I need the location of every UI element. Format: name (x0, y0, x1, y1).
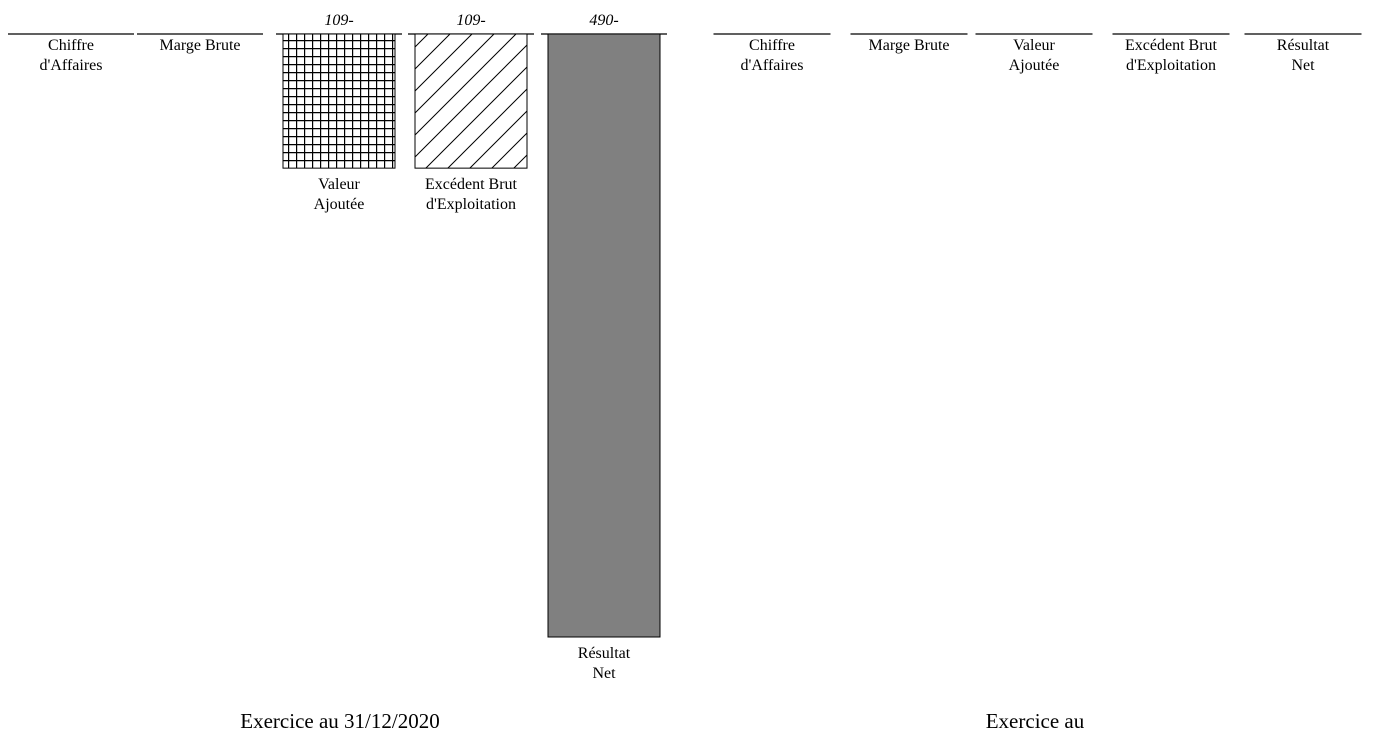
chart-left-caption: Exercice au 31/12/2020 (240, 709, 439, 733)
bar (547, 33, 661, 638)
category-label: Résultat (578, 645, 631, 662)
bar (414, 33, 528, 169)
category-label: Ajoutée (314, 196, 365, 213)
category-label: Chiffre (749, 37, 795, 54)
chart-right-caption: Exercice au (986, 709, 1085, 733)
category-label: d'Exploitation (426, 196, 516, 213)
category-label: Résultat (1277, 37, 1330, 54)
category-label: Marge Brute (159, 37, 240, 54)
category-label: Valeur (318, 176, 360, 193)
bar (282, 33, 396, 169)
chart-left: Chiffre d'Affaires Marge Brute 109- Valeur Aj… (8, 12, 667, 682)
category-label: Valeur (1013, 37, 1055, 54)
category-label: Excédent Brut (425, 176, 518, 193)
category-label: Marge Brute (868, 37, 949, 54)
category-label: d'Exploitation (1126, 57, 1216, 74)
category-label: Ajoutée (1009, 57, 1060, 74)
data-label: 109- (456, 12, 485, 29)
category-label: Excédent Brut (1125, 37, 1218, 54)
category-label: Net (592, 665, 616, 682)
category-label: Chiffre (48, 37, 94, 54)
data-label: 109- (324, 12, 353, 29)
category-label: d'Affaires (740, 57, 803, 74)
chart-right: Chiffre d'Affaires Marge Brute Valeur Ajouté… (713, 33, 1362, 74)
data-label: 490- (589, 12, 618, 29)
category-label: d'Affaires (39, 57, 102, 74)
category-label: Net (1291, 57, 1315, 74)
